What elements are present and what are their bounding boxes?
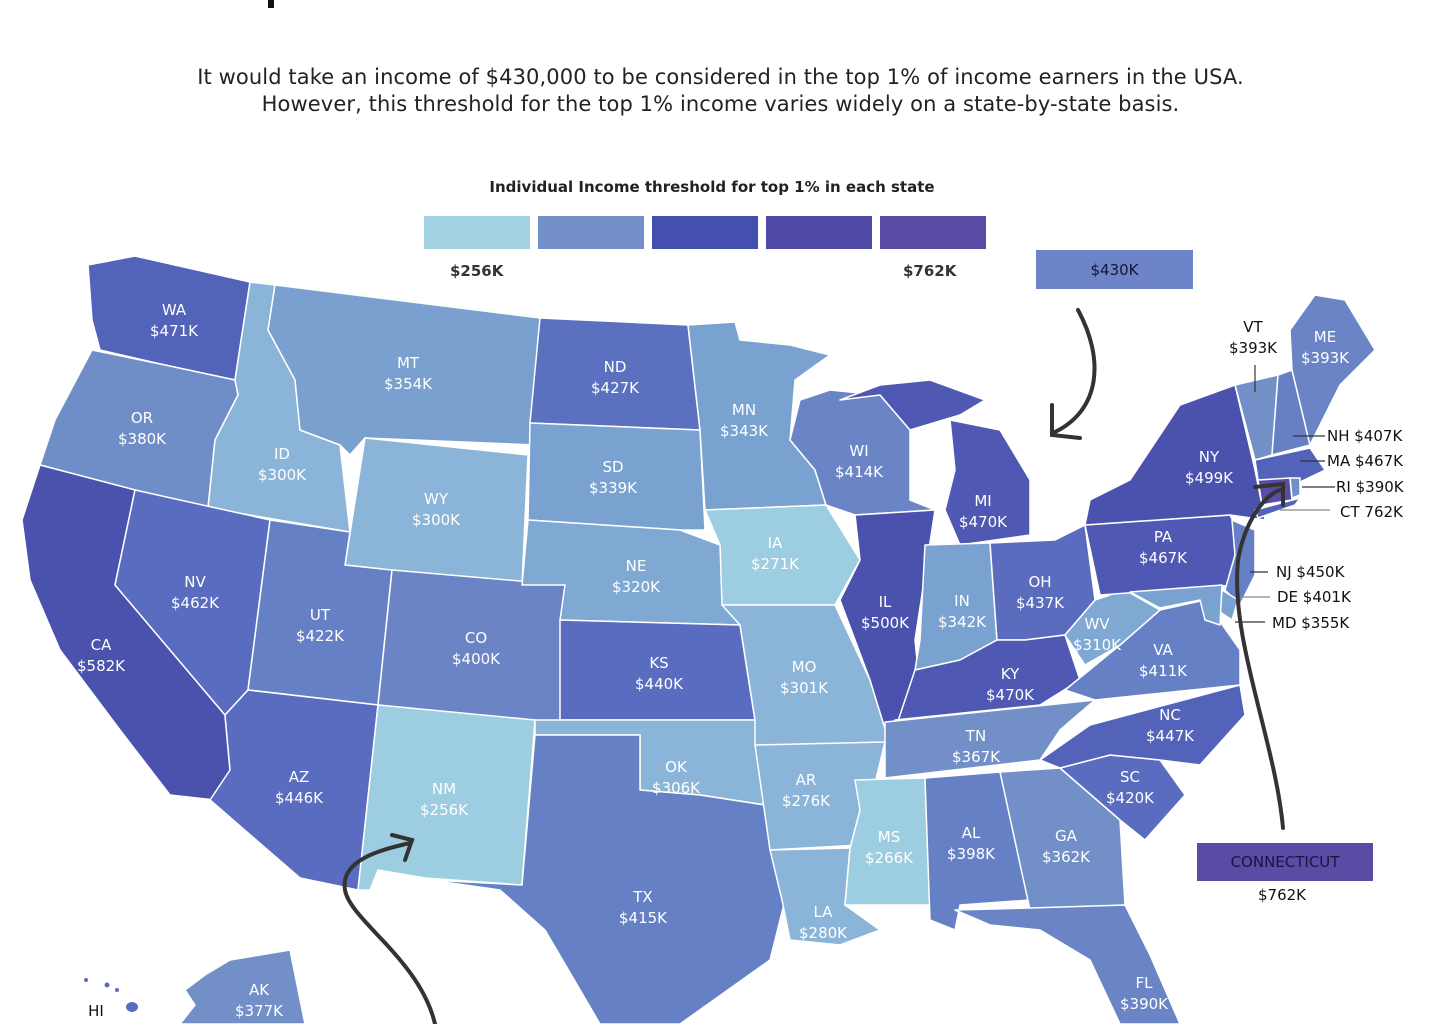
label-KS: KS $440K	[635, 654, 684, 693]
national-threshold-box: $430K	[1036, 250, 1193, 289]
connecticut-callout-box: CONNECTICUT	[1197, 843, 1373, 881]
state-TN[interactable]	[884, 699, 1096, 779]
arrow-connecticut	[1235, 488, 1285, 830]
legend-max-label: $762K	[903, 262, 957, 280]
label-KY: KY $470K	[986, 665, 1035, 704]
label-FL: FL $390K	[1120, 974, 1169, 1013]
legend-swatch-2	[538, 216, 644, 249]
label-MT: MT $354K	[384, 354, 433, 393]
state-SD[interactable]	[527, 422, 706, 531]
state-MN[interactable]	[687, 321, 831, 511]
state-ME[interactable]	[1289, 294, 1376, 446]
label-WA: WA $471K	[150, 301, 199, 340]
label-OR: OR $380K	[118, 409, 167, 448]
subtitle-line-1: It would take an income of $430,000 to b…	[197, 65, 1244, 89]
state-HI[interactable]	[84, 978, 138, 1012]
state-MI[interactable]	[944, 419, 1031, 546]
arrows	[342, 308, 1285, 1024]
state-AK[interactable]	[179, 949, 306, 1024]
connecticut-callout-name: CONNECTICUT	[1230, 853, 1340, 871]
label-AK: AK $377K	[235, 981, 284, 1020]
label-SD: SD $339K	[589, 458, 638, 497]
label-WV: WV $310K	[1073, 615, 1122, 654]
label-IA: IA $271K	[751, 534, 800, 573]
callout-CT: CT 762K	[1340, 503, 1404, 521]
callout-NH: NH $407K	[1327, 427, 1403, 445]
state-CO[interactable]	[377, 569, 566, 726]
label-ME: ME $393K	[1301, 328, 1350, 367]
label-CA: CA $582K	[77, 636, 126, 675]
callout-RI: RI $390K	[1336, 478, 1405, 496]
state-NC[interactable]	[1039, 684, 1246, 769]
label-PA: PA $467K	[1139, 528, 1188, 567]
label-OH: OH $437K	[1016, 573, 1065, 612]
label-WY: WY $300K	[412, 490, 461, 529]
state-FL[interactable]	[954, 904, 1181, 1024]
label-AL: AL $398K	[947, 824, 996, 863]
subtitle-line-2: However, this threshold for the top 1% i…	[261, 92, 1180, 116]
label-MI: MI $470K	[959, 492, 1008, 531]
legend-swatch-4	[766, 216, 872, 249]
state-MA[interactable]	[1254, 447, 1326, 483]
legend-swatch-5	[880, 216, 986, 249]
title-fragment	[268, 0, 274, 8]
callout-MA: MA $467K	[1327, 452, 1404, 470]
legend-title: Individual Income threshold for top 1% i…	[489, 178, 935, 196]
state-GA[interactable]	[999, 767, 1126, 911]
state-RI[interactable]	[1289, 477, 1301, 499]
label-WI: WI $414K	[835, 442, 884, 481]
label-UT: UT $422K	[296, 606, 345, 645]
label-NY: NY $499K	[1185, 448, 1234, 487]
label-MO: MO $301K	[780, 658, 829, 697]
label-GA: GA $362K	[1042, 827, 1091, 866]
callout-MD: MD $355K	[1272, 614, 1350, 632]
subtitle: It would take an income of $430,000 to b…	[0, 64, 1441, 118]
label-NC: NC $447K	[1146, 706, 1195, 745]
state-WV[interactable]	[1064, 589, 1161, 666]
label-AZ: AZ $446K	[275, 768, 324, 807]
label-VA: VA $411K	[1139, 641, 1188, 680]
state-MD[interactable]	[1129, 584, 1223, 626]
legend-swatch-3	[652, 216, 758, 249]
label-ID: ID $300K	[258, 445, 307, 484]
label-IL: IL $500K	[861, 593, 910, 632]
label-HI: HI	[88, 1002, 104, 1020]
label-LA: LA $280K	[799, 903, 848, 942]
connecticut-callout-value: $762K	[1257, 886, 1306, 904]
label-TN: TN $367K	[952, 727, 1001, 766]
label-ND: ND $427K	[591, 358, 640, 397]
state-TX[interactable]	[429, 734, 786, 1024]
label-CO: CO $400K	[452, 629, 501, 668]
label-OK: OK $306K	[652, 758, 701, 797]
legend-color-scale	[424, 216, 986, 249]
state-NY[interactable]	[1084, 384, 1266, 526]
callout-NJ: NJ $450K	[1276, 563, 1346, 581]
label-MS: MS $266K	[865, 828, 914, 867]
legend-min-label: $256K	[450, 262, 504, 280]
label-NM: NM $256K	[420, 780, 469, 819]
national-threshold-label: $430K	[1090, 260, 1139, 279]
label-TX: TX $415K	[619, 888, 668, 927]
label-SC: SC $420K	[1106, 768, 1155, 807]
legend-swatch-1	[424, 216, 530, 249]
label-IN: IN $342K	[938, 592, 987, 631]
arrow-national-avg	[1053, 308, 1097, 434]
label-NV: NV $462K	[171, 573, 220, 612]
label-NE: NE $320K	[612, 557, 661, 596]
label-MN: MN $343K	[720, 401, 769, 440]
label-VT: VT $393K	[1229, 318, 1278, 357]
arrow-new-mexico	[342, 841, 437, 1024]
callout-DE: DE $401K	[1277, 588, 1352, 606]
state-MI-upper[interactable]	[839, 379, 986, 431]
label-AR: AR $276K	[782, 771, 831, 810]
